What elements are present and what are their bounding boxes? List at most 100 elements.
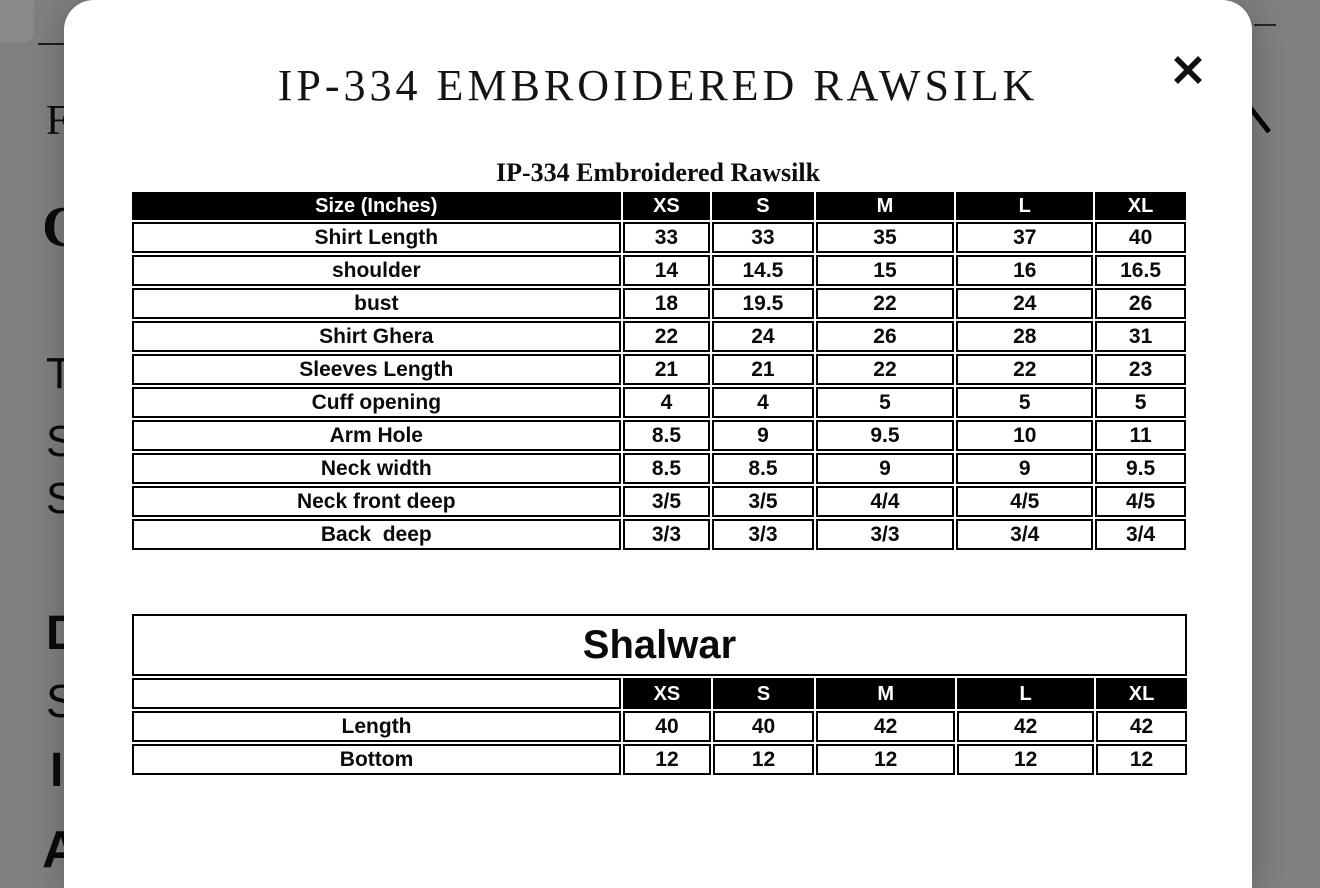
table-row: Neck front deep 3/5 3/5 4/4 4/5 4/5 [132, 486, 1186, 517]
row-label: Shirt Ghera [132, 321, 621, 352]
cell-value: 12 [957, 744, 1095, 775]
size-chart-caption: IP-334 Embroidered Rawsilk [495, 158, 821, 187]
cell-value: 40 [712, 711, 815, 742]
row-label: Bottom [132, 744, 622, 775]
table-row: Shirt Ghera 22 24 26 28 31 [132, 321, 1186, 352]
table-row: Cuff opening 4 4 5 5 5 [132, 387, 1186, 418]
table-row: Neck width 8.5 8.5 9 9 9.5 [132, 453, 1186, 484]
cell-value: 4 [622, 387, 711, 418]
cell-value: 5 [815, 387, 955, 418]
table-row: Back deep 3/3 3/3 3/3 3/4 3/4 [132, 519, 1186, 550]
table-row: shoulder 14 14.5 15 16 16.5 [132, 255, 1186, 286]
column-header: L [956, 192, 1094, 220]
cell-value: 16.5 [1095, 255, 1186, 286]
cell-value: 42 [957, 711, 1095, 742]
cell-value: 18 [622, 288, 711, 319]
cell-value: 40 [623, 711, 711, 742]
cell-value: 4 [712, 387, 814, 418]
cell-value: 9 [712, 420, 814, 451]
row-label: Arm Hole [132, 420, 621, 451]
cell-value: 3/4 [1095, 519, 1186, 550]
table-row: Sleeves Length 21 21 22 22 23 [132, 354, 1186, 385]
column-header: Size (Inches) [132, 192, 621, 220]
cell-value: 3/5 [712, 486, 814, 517]
cell-value: 31 [1095, 321, 1186, 352]
cell-value: 26 [1095, 288, 1186, 319]
shalwar-title: Shalwar [132, 614, 1187, 676]
cell-value: 5 [1095, 387, 1186, 418]
cell-value: 9 [815, 453, 955, 484]
size-chart-table: Size (Inches) XS S M L XL Shirt Length 3… [130, 190, 1188, 552]
cell-value: 24 [956, 288, 1094, 319]
cell-value: 8.5 [622, 420, 711, 451]
table-row: Length 40 40 42 42 42 [132, 711, 1187, 742]
cell-value: 5 [956, 387, 1094, 418]
cell-value: 3/3 [815, 519, 955, 550]
background-button-fragment [0, 0, 34, 42]
cell-value: 4/5 [1095, 486, 1186, 517]
column-header: XS [622, 192, 711, 220]
cell-value: 21 [622, 354, 711, 385]
cell-value: 11 [1095, 420, 1186, 451]
cell-value: 4/5 [956, 486, 1094, 517]
cell-value: 21 [712, 354, 814, 385]
cell-value: 33 [622, 222, 711, 253]
cell-value: 24 [712, 321, 814, 352]
row-label: Cuff opening [132, 387, 621, 418]
column-header: XL [1096, 678, 1187, 709]
column-header: S [712, 678, 815, 709]
cell-value: 8.5 [622, 453, 711, 484]
cell-value: 22 [815, 354, 955, 385]
size-chart-modal: IP-334 EMBROIDERED RAWSILK IP-334 Embroi… [64, 0, 1252, 888]
row-label: shoulder [132, 255, 621, 286]
table-row: Bottom 12 12 12 12 12 [132, 744, 1187, 775]
row-label: Sleeves Length [132, 354, 621, 385]
table-row: Shirt Length 33 33 35 37 40 [132, 222, 1186, 253]
cell-value: 15 [815, 255, 955, 286]
cell-value: 35 [815, 222, 955, 253]
cell-value: 26 [815, 321, 955, 352]
cell-value: 22 [815, 288, 955, 319]
table-header-row: Size (Inches) XS S M L XL [132, 192, 1186, 220]
cell-value: 28 [956, 321, 1094, 352]
row-label: bust [132, 288, 621, 319]
cell-value: 19.5 [712, 288, 814, 319]
table-header-row: XS S M L XL [132, 678, 1187, 709]
row-label: Neck front deep [132, 486, 621, 517]
cell-value: 3/4 [956, 519, 1094, 550]
close-button[interactable] [1166, 48, 1210, 92]
cell-value: 33 [712, 222, 814, 253]
modal-title: IP-334 EMBROIDERED RAWSILK [277, 61, 1039, 110]
cell-value: 3/3 [712, 519, 814, 550]
shalwar-title-row: Shalwar [132, 614, 1187, 676]
cell-value: 22 [622, 321, 711, 352]
cell-value: 9.5 [815, 420, 955, 451]
cell-value: 42 [1096, 711, 1187, 742]
column-header: M [816, 678, 956, 709]
table-row: Arm Hole 8.5 9 9.5 10 11 [132, 420, 1186, 451]
cell-value: 12 [712, 744, 815, 775]
cell-value: 14.5 [712, 255, 814, 286]
row-label: Shirt Length [132, 222, 621, 253]
cell-value: 3/3 [622, 519, 711, 550]
column-header: XS [623, 678, 711, 709]
column-header-empty [132, 678, 622, 709]
row-label: Neck width [132, 453, 621, 484]
cell-value: 8.5 [712, 453, 814, 484]
close-icon [1174, 56, 1202, 84]
cell-value: 22 [956, 354, 1094, 385]
cell-value: 23 [1095, 354, 1186, 385]
row-label: Length [132, 711, 622, 742]
cell-value: 37 [956, 222, 1094, 253]
cell-value: 12 [816, 744, 956, 775]
cell-value: 12 [623, 744, 711, 775]
cell-value: 9 [956, 453, 1094, 484]
column-header: M [815, 192, 955, 220]
cell-value: 9.5 [1095, 453, 1186, 484]
table-row: bust 18 19.5 22 24 26 [132, 288, 1186, 319]
cell-value: 42 [816, 711, 956, 742]
column-header: L [957, 678, 1095, 709]
shalwar-table: Shalwar XS S M L XL Length 40 40 42 42 4… [130, 612, 1189, 777]
cell-value: 3/5 [622, 486, 711, 517]
cell-value: 16 [956, 255, 1094, 286]
